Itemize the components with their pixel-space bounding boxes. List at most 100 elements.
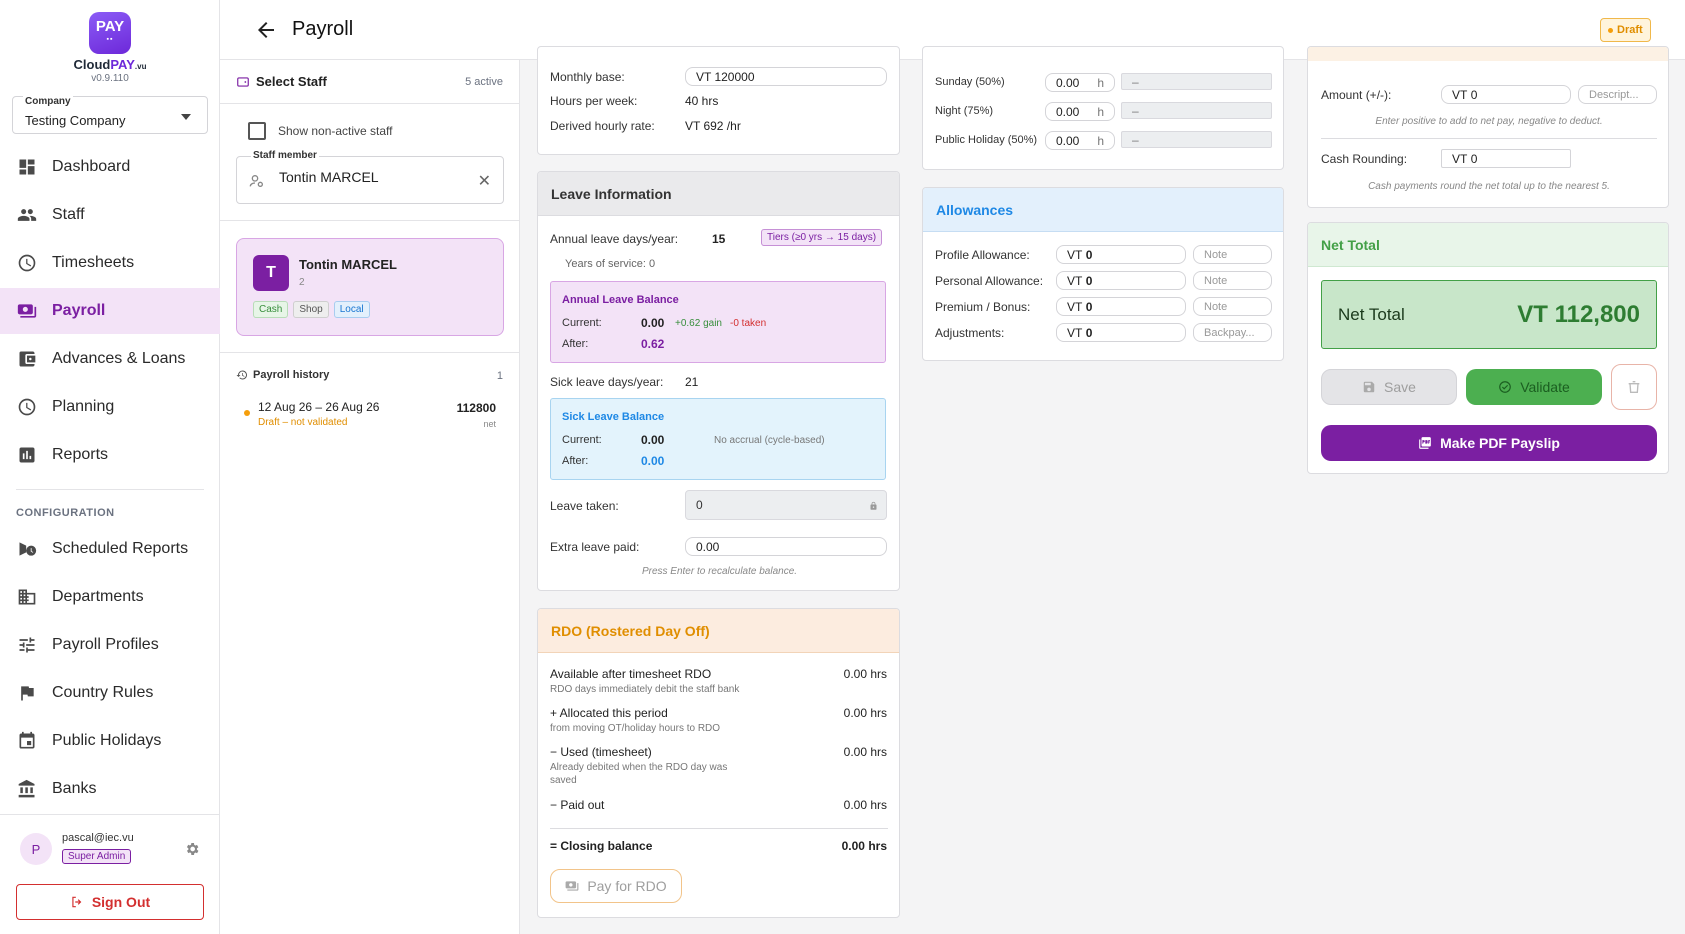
staff-title-text: Select Staff	[256, 74, 327, 89]
allowance-input[interactable]: VT 0	[1056, 245, 1186, 264]
company-value: Testing Company	[25, 113, 126, 128]
allowance-note-input[interactable]: Backpay...	[1193, 323, 1272, 342]
staff-card[interactable]: T Tontin MARCEL 2 Cash Shop Local	[236, 238, 504, 336]
nav-dashboard[interactable]: Dashboard	[0, 144, 220, 190]
status-label: Draft	[1617, 24, 1643, 36]
allowance-note-input[interactable]: Note	[1193, 297, 1272, 316]
monthly-base-label: Monthly base:	[550, 70, 625, 84]
leave-taken-label: Leave taken:	[550, 499, 619, 513]
make-pdf-label: Make PDF Payslip	[1440, 435, 1560, 451]
allowance-value: 0	[1085, 247, 1093, 262]
monthly-base-input[interactable]: VT 120000	[685, 67, 887, 86]
back-arrow-icon[interactable]	[254, 18, 278, 42]
avatar: P	[20, 833, 52, 865]
history-item[interactable]: 12 Aug 26 – 26 Aug 26 Draft – not valida…	[236, 398, 504, 434]
allowance-input[interactable]: VT 0	[1056, 271, 1186, 290]
nav-advances-loans[interactable]: Advances & Loans	[0, 336, 220, 382]
nav-payroll[interactable]: Payroll	[0, 288, 220, 334]
allowances-panel: Allowances Profile Allowance: VT 0 Note …	[922, 187, 1284, 361]
nav-payroll-profiles[interactable]: Payroll Profiles	[0, 622, 220, 668]
overtime-hours-input[interactable]: 0.00 h	[1045, 73, 1115, 92]
annual-after-value: 0.62	[641, 337, 665, 351]
pay-for-rdo-button[interactable]: Pay for RDO	[550, 869, 682, 903]
allowance-value: 0	[1085, 299, 1093, 314]
rdo-panel: RDO (Rostered Day Off) Available after t…	[537, 608, 900, 918]
rdo-row-value: 0.00 hrs	[843, 706, 887, 720]
save-button[interactable]: Save	[1321, 369, 1457, 405]
closing-balance-label: = Closing balance	[550, 839, 653, 853]
app-version: v0.9.110	[91, 73, 129, 84]
staff-name: Tontin MARCEL	[299, 257, 397, 272]
rdo-row-label: Available after timesheet RDO	[550, 667, 712, 681]
rounding-hint: Cash payments round the net total up to …	[1368, 181, 1610, 192]
nav-country-rules[interactable]: Country Rules	[0, 670, 220, 716]
validate-button[interactable]: Validate	[1466, 369, 1602, 405]
nav-reports[interactable]: Reports	[0, 432, 220, 478]
make-pdf-payslip-button[interactable]: Make PDF Payslip	[1321, 425, 1657, 461]
sign-out-button[interactable]: Sign Out	[16, 884, 204, 920]
lock-icon	[870, 501, 877, 510]
current-label: Current:	[562, 317, 602, 329]
base-pay-panel: Monthly base: VT 120000 Hours per week: …	[537, 46, 900, 155]
divider	[1321, 138, 1657, 139]
current-label: Current:	[562, 434, 602, 446]
overtime-amount: –	[1121, 131, 1272, 148]
wallet-icon	[237, 76, 249, 87]
staff-member-input[interactable]	[279, 169, 469, 185]
clear-icon[interactable]: ✕	[477, 173, 491, 190]
tiers-badge: Tiers (≥0 yrs → 15 days)	[761, 229, 883, 246]
tune-icon	[16, 634, 38, 656]
history-count: 1	[496, 370, 503, 382]
allowances-title-text: Allowances	[936, 201, 1014, 218]
currency-prefix: VT	[1452, 151, 1468, 166]
delete-button[interactable]	[1611, 364, 1657, 410]
currency-prefix: VT	[1067, 273, 1083, 288]
status-dot	[244, 410, 250, 416]
rdo-row-label: + Allocated this period	[550, 706, 668, 720]
sick-current-value: 0.00	[641, 433, 665, 447]
allowance-note-input[interactable]: Note	[1193, 271, 1272, 290]
company-select[interactable]: Company Testing Company	[12, 96, 208, 134]
note-placeholder: Note	[1204, 300, 1228, 313]
description-input[interactable]: Descript...	[1578, 85, 1657, 104]
allowance-input[interactable]: VT 0	[1056, 323, 1186, 342]
nav-staff[interactable]: Staff	[0, 192, 220, 238]
history-amount: 112800	[456, 401, 496, 415]
allowance-input[interactable]: VT 0	[1056, 297, 1186, 316]
checkbox[interactable]	[248, 122, 266, 140]
status-badge: Draft	[1600, 18, 1651, 42]
amount-input[interactable]: VT 0	[1441, 85, 1571, 104]
nav-scheduled-reports[interactable]: Scheduled Reports	[0, 526, 220, 572]
nav-planning[interactable]: Planning	[0, 384, 220, 430]
note-placeholder: Note	[1204, 248, 1228, 261]
nav-banks[interactable]: Banks	[0, 766, 220, 812]
allowance-note-input[interactable]: Note	[1193, 245, 1272, 264]
divider	[16, 489, 204, 490]
save-label: Save	[1384, 379, 1416, 395]
allowance-label: Adjustments:	[935, 326, 1005, 340]
nav-departments[interactable]: Departments	[0, 574, 220, 620]
overtime-hours-input[interactable]: 0.00 h	[1045, 131, 1115, 150]
note-placeholder: Backpay...	[1204, 326, 1255, 339]
show-inactive-toggle[interactable]: Show non-active staff	[248, 122, 393, 140]
nav-label: Dashboard	[52, 158, 131, 175]
net-total-label: Net Total	[1338, 305, 1405, 324]
sick-leave-balance: Sick Leave Balance Current: 0.00 No accr…	[550, 398, 886, 480]
history-title: Payroll history	[236, 369, 329, 381]
sign-out-label: Sign Out	[91, 894, 151, 910]
extra-leave-input[interactable]: 0.00	[685, 537, 887, 556]
rounding-input[interactable]: VT 0	[1441, 149, 1571, 168]
overtime-hours-input[interactable]: 0.00 h	[1045, 102, 1115, 121]
allowance-value: 0	[1085, 325, 1093, 340]
tag-local: Local	[333, 301, 370, 318]
leave-title-text: Leave Information	[551, 185, 672, 202]
nav-public-holidays[interactable]: Public Holidays	[0, 718, 220, 764]
nav-timesheets[interactable]: Timesheets	[0, 240, 220, 286]
annual-leave-value: 15	[712, 232, 726, 246]
hours-unit: h	[1097, 75, 1104, 90]
active-count: 5 active	[465, 76, 503, 88]
staff-member-field[interactable]: Staff member ✕	[236, 150, 504, 204]
currency-prefix: VT	[1067, 247, 1083, 262]
check-circle-icon	[1499, 381, 1512, 393]
gear-icon[interactable]	[184, 841, 200, 857]
